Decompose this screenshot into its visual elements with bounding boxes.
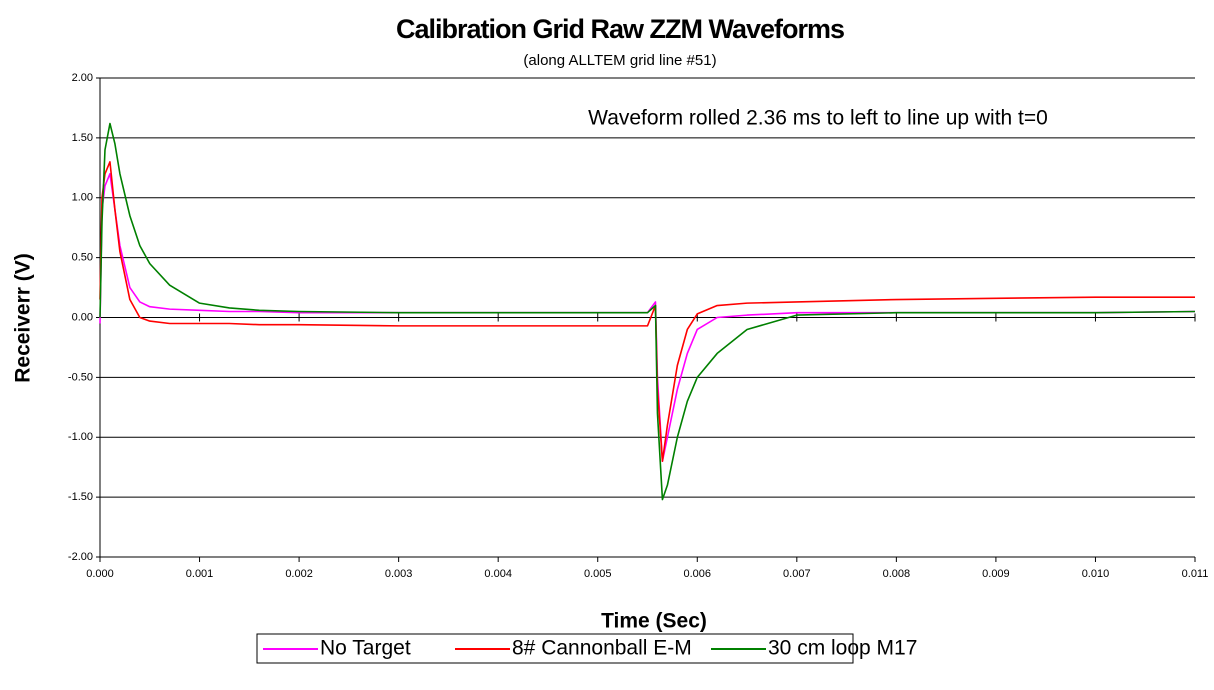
x-tick-label: 0.005 xyxy=(584,568,612,580)
y-tick-label: 0.50 xyxy=(72,252,93,264)
chart-title: Calibration Grid Raw ZZM Waveforms xyxy=(396,14,844,44)
y-axis-label: Receiverr (V) xyxy=(12,253,35,383)
y-tick-label: -2.00 xyxy=(68,551,93,563)
y-tick-label: 2.00 xyxy=(72,72,93,84)
x-tick-label: 0.002 xyxy=(285,568,313,580)
x-tick-label: 0.010 xyxy=(1082,568,1110,580)
legend-label: No Target xyxy=(320,637,411,660)
legend-label: 8# Cannonball E-M xyxy=(512,637,692,660)
y-tick-label: 0.00 xyxy=(72,311,93,323)
y-tick-label: 1.50 xyxy=(72,132,93,144)
x-tick-label: 0.003 xyxy=(385,568,413,580)
x-tick-label: 0.008 xyxy=(883,568,911,580)
annotation: Waveform rolled 2.36 ms to left to line … xyxy=(588,107,1048,130)
chart-subtitle: (along ALLTEM grid line #51) xyxy=(523,52,716,69)
legend-label: 30 cm loop M17 xyxy=(768,637,917,660)
x-axis-label: Time (Sec) xyxy=(601,610,707,633)
x-tick-label: 0.001 xyxy=(186,568,214,580)
data-line xyxy=(99,161,1195,462)
y-tick-label: 1.00 xyxy=(72,192,93,204)
x-tick-label: 0.011 xyxy=(1182,568,1209,580)
y-tick-label: -1.50 xyxy=(68,491,93,503)
x-tick-label: 0.007 xyxy=(783,568,811,580)
x-tick-label: 0.000 xyxy=(86,568,114,580)
y-tick-label: -1.00 xyxy=(68,431,93,443)
x-tick-label: 0.006 xyxy=(684,568,712,580)
data-line xyxy=(99,122,1196,501)
y-tick-label: -0.50 xyxy=(68,371,93,383)
x-tick-label: 0.009 xyxy=(982,568,1010,580)
x-tick-label: 0.004 xyxy=(484,568,512,580)
